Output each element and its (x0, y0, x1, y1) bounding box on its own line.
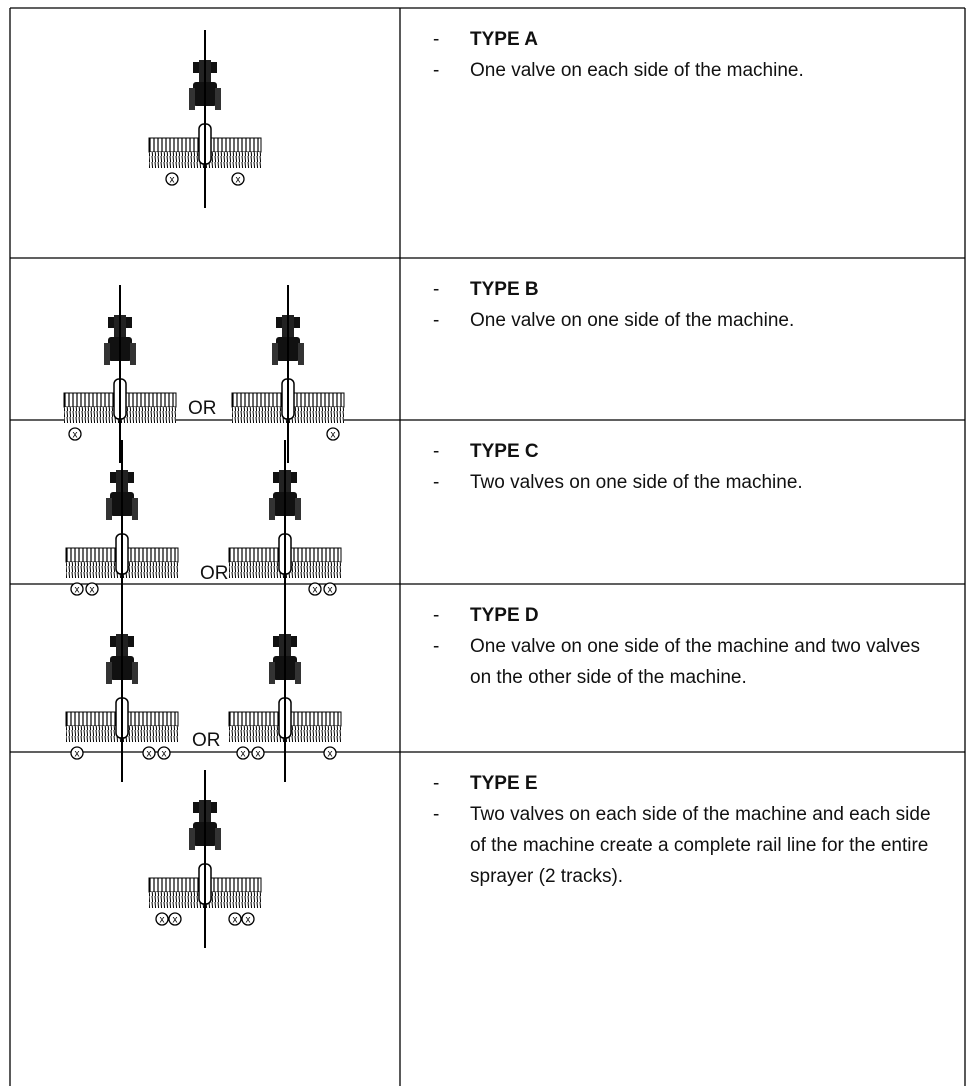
valve (70, 746, 84, 760)
valve (231, 172, 245, 186)
bullet: - (433, 279, 440, 300)
description: One valve on one side of the machine. (470, 310, 795, 331)
valve-label: x (75, 585, 80, 596)
valve-label: x (160, 915, 165, 926)
type-title: TYPE C (470, 441, 539, 462)
valve (85, 582, 99, 596)
valve-label: x (236, 175, 241, 186)
valve-label: x (331, 430, 336, 441)
bullet: - (433, 310, 440, 331)
valve-label: x (246, 915, 251, 926)
valve (168, 912, 182, 926)
description: Two valves on one side of the machine. (470, 472, 803, 493)
type-title: TYPE A (470, 29, 538, 50)
type-title: TYPE E (470, 773, 538, 794)
description: One valve on each side of the machine. (470, 60, 804, 81)
description: Two valves on each side of the machine a… (470, 804, 931, 887)
valve-label: x (75, 749, 80, 760)
valve-label: x (328, 585, 333, 596)
valve-label: x (90, 585, 95, 596)
valve-label: x (73, 430, 78, 441)
or-label: OR (192, 730, 221, 751)
valve (228, 912, 242, 926)
valve (70, 582, 84, 596)
valve (308, 582, 322, 596)
description: One valve on one side of the machine and… (470, 636, 920, 688)
valve-label: x (328, 749, 333, 760)
valve-label: x (233, 915, 238, 926)
valve-label: x (313, 585, 318, 596)
valve-label: x (173, 915, 178, 926)
type-title: TYPE D (470, 605, 539, 626)
valve (323, 582, 337, 596)
valve (142, 746, 156, 760)
machine-illustrations: x xx xx x x xx x x x x xx x x x (63, 29, 345, 949)
bullet: - (433, 60, 440, 81)
valve (157, 746, 171, 760)
bullet: - (433, 441, 440, 462)
valve (68, 427, 82, 441)
valve-label: x (241, 749, 246, 760)
valve (326, 427, 340, 441)
valve-label: x (170, 175, 175, 186)
table-borders (9, 7, 966, 1086)
or-label: OR (200, 563, 229, 584)
valve (165, 172, 179, 186)
machine: x (231, 284, 345, 464)
bullet: - (433, 605, 440, 626)
valve (251, 746, 265, 760)
bullet: - (433, 472, 440, 493)
valve (236, 746, 250, 760)
machine: x (63, 284, 177, 464)
or-label: OR (188, 398, 217, 419)
valve (323, 746, 337, 760)
valve-label: x (147, 749, 152, 760)
bullet: - (433, 29, 440, 50)
valve (241, 912, 255, 926)
valve-label: x (256, 749, 261, 760)
valve-label: x (162, 749, 167, 760)
type-title: TYPE B (470, 279, 539, 300)
bullet: - (433, 773, 440, 794)
bullet: - (433, 636, 440, 657)
bullet: - (433, 804, 440, 825)
valve (155, 912, 169, 926)
